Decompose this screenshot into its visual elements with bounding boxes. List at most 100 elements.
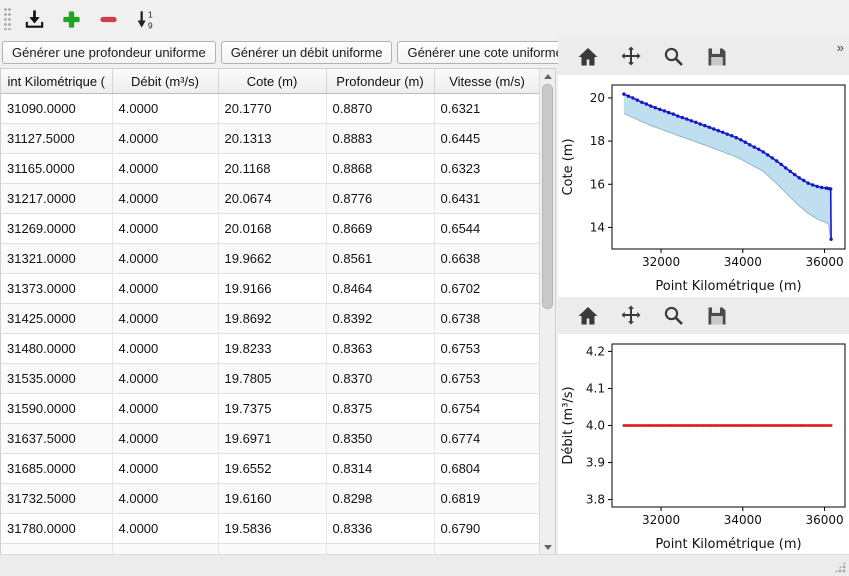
table-cell[interactable]: 4.0000 xyxy=(112,543,219,554)
table-cell[interactable]: 0.6323 xyxy=(434,153,539,184)
table-cell[interactable]: 0.8776 xyxy=(326,183,435,214)
table-cell[interactable]: 0.6321 xyxy=(434,93,539,124)
table-cell[interactable]: 0.6753 xyxy=(434,363,539,394)
home-button[interactable] xyxy=(575,44,601,70)
table-cell[interactable]: 31535.0000 xyxy=(1,363,113,394)
table-cell[interactable]: 4.0000 xyxy=(112,123,219,154)
table-cell[interactable]: 20.0674 xyxy=(218,183,327,214)
table-scrollbar[interactable] xyxy=(539,69,555,554)
column-header-profondeur[interactable]: Profondeur (m) xyxy=(326,69,435,94)
table-cell[interactable]: 0.6544 xyxy=(434,213,539,244)
table-cell[interactable]: 0.8314 xyxy=(326,453,435,484)
table-cell[interactable]: 31685.0000 xyxy=(1,453,113,484)
debit-chart[interactable]: 32000 34000 36000 3.8 3.9 4.0 4.1 4.2 Point Kilo… xyxy=(558,334,849,555)
table-cell[interactable]: 19.9166 xyxy=(218,273,327,304)
table-cell[interactable]: 31637.5000 xyxy=(1,423,113,454)
table-cell[interactable]: 0.8883 xyxy=(326,123,435,154)
table-cell[interactable]: 0.6774 xyxy=(434,423,539,454)
table-cell[interactable]: 0.8350 xyxy=(326,423,435,454)
column-header-cote[interactable]: Cote (m) xyxy=(218,69,327,94)
table-cell[interactable]: 0.8669 xyxy=(326,213,435,244)
table-cell[interactable]: 31090.0000 xyxy=(1,93,113,124)
table-cell[interactable]: 20.1168 xyxy=(218,153,327,184)
table-cell[interactable]: 4.0000 xyxy=(112,453,219,484)
table-cell[interactable]: 4.0000 xyxy=(112,93,219,124)
table-cell[interactable]: 31780.0000 xyxy=(1,513,113,544)
table-cell[interactable]: 0.8464 xyxy=(326,273,435,304)
table-cell[interactable]: 0.8868 xyxy=(326,153,435,184)
table-cell[interactable]: 0.8370 xyxy=(326,363,435,394)
table-cell[interactable]: 31165.0000 xyxy=(1,153,113,184)
table-cell[interactable]: 0.6754 xyxy=(434,393,539,424)
save-figure-button[interactable] xyxy=(704,44,730,70)
generate-uniform-depth-button[interactable]: Générer une profondeur uniforme xyxy=(2,41,216,64)
table-cell[interactable]: 19.5573 xyxy=(218,543,327,554)
table-cell[interactable]: 0.8392 xyxy=(326,303,435,334)
table-cell[interactable]: 4.0000 xyxy=(112,363,219,394)
table-cell[interactable]: 20.0168 xyxy=(218,213,327,244)
scroll-down-button[interactable] xyxy=(540,540,555,554)
table-cell[interactable]: 19.9662 xyxy=(218,243,327,274)
import-button[interactable] xyxy=(19,4,49,34)
table-cell[interactable]: 31590.0000 xyxy=(1,393,113,424)
cote-chart[interactable]: 32000 34000 36000 14 16 18 20 Point Kilométriqu… xyxy=(558,75,849,297)
table-cell[interactable]: 31127.5000 xyxy=(1,123,113,154)
table-cell[interactable]: 0.6577 xyxy=(434,543,539,554)
scroll-up-button[interactable] xyxy=(540,69,555,83)
table-cell[interactable]: 19.6552 xyxy=(218,453,327,484)
table-cell[interactable]: 4.0000 xyxy=(112,303,219,334)
table-cell[interactable]: 20.1313 xyxy=(218,123,327,154)
table-cell[interactable]: 0.8363 xyxy=(326,333,435,364)
table-cell[interactable]: 19.6971 xyxy=(218,423,327,454)
table-cell[interactable]: 4.0000 xyxy=(112,273,219,304)
toolbar-grip[interactable] xyxy=(4,8,12,30)
sort-button[interactable]: 1 9 xyxy=(130,4,160,34)
column-header-pk[interactable]: int Kilométrique ( xyxy=(1,69,113,94)
table-cell[interactable]: 31321.0000 xyxy=(1,243,113,274)
add-row-button[interactable] xyxy=(56,4,86,34)
table-cell[interactable]: 0.6638 xyxy=(434,243,539,274)
table-cell[interactable]: 0.6804 xyxy=(434,453,539,484)
table-cell[interactable]: 4.0000 xyxy=(112,513,219,544)
table-cell[interactable]: 4.0000 xyxy=(112,483,219,514)
table-cell[interactable]: 31827.0000 xyxy=(1,543,113,554)
toolbar-overflow-chevron[interactable]: » xyxy=(836,40,844,55)
pan-button[interactable] xyxy=(618,44,644,70)
table-cell[interactable]: 19.7375 xyxy=(218,393,327,424)
table-cell[interactable]: 19.8233 xyxy=(218,333,327,364)
table-cell[interactable]: 0.6445 xyxy=(434,123,539,154)
table-cell[interactable]: 31732.5000 xyxy=(1,483,113,514)
table-cell[interactable]: 0.8561 xyxy=(326,243,435,274)
table-cell[interactable]: 31217.0000 xyxy=(1,183,113,214)
generate-uniform-flow-button[interactable]: Générer un débit uniforme xyxy=(220,41,393,64)
table-cell[interactable]: 0.6753 xyxy=(434,333,539,364)
table-cell[interactable]: 0.8583 xyxy=(326,543,435,554)
table-cell[interactable]: 4.0000 xyxy=(112,393,219,424)
zoom-button-2[interactable] xyxy=(661,303,687,329)
table-cell[interactable]: 0.8298 xyxy=(326,483,435,514)
table-cell[interactable]: 0.6702 xyxy=(434,273,539,304)
generate-uniform-level-button[interactable]: Générer une cote uniforme xyxy=(397,41,573,64)
column-header-vitesse[interactable]: Vitesse (m/s) xyxy=(434,69,539,94)
table-cell[interactable]: 0.8375 xyxy=(326,393,435,424)
zoom-button[interactable] xyxy=(661,44,687,70)
scrollbar-thumb[interactable] xyxy=(542,84,553,309)
table-cell[interactable]: 19.8692 xyxy=(218,303,327,334)
table-cell[interactable]: 4.0000 xyxy=(112,213,219,244)
table-cell[interactable]: 0.6819 xyxy=(434,483,539,514)
table-cell[interactable]: 0.8336 xyxy=(326,513,435,544)
remove-row-button[interactable] xyxy=(93,4,123,34)
resize-grip[interactable] xyxy=(834,561,846,573)
table-cell[interactable]: 4.0000 xyxy=(112,243,219,274)
table-cell[interactable]: 19.7805 xyxy=(218,363,327,394)
table-cell[interactable]: 0.6790 xyxy=(434,513,539,544)
save-figure-button-2[interactable] xyxy=(704,303,730,329)
table-cell[interactable]: 19.5836 xyxy=(218,513,327,544)
table-cell[interactable]: 31269.0000 xyxy=(1,213,113,244)
table-cell[interactable]: 20.1770 xyxy=(218,93,327,124)
table-cell[interactable]: 0.8870 xyxy=(326,93,435,124)
table-cell[interactable]: 4.0000 xyxy=(112,333,219,364)
column-header-debit[interactable]: Débit (m³/s) xyxy=(112,69,219,94)
pan-button-2[interactable] xyxy=(618,303,644,329)
table-cell[interactable]: 4.0000 xyxy=(112,183,219,214)
